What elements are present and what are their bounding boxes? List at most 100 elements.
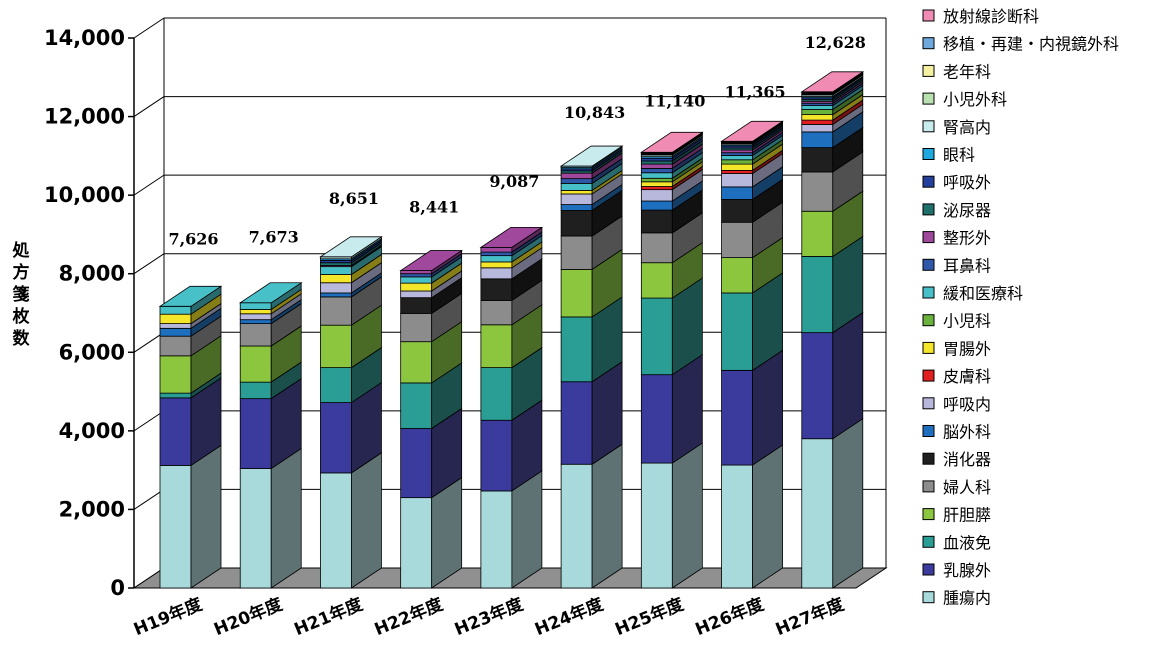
bar-segment-side [833, 419, 863, 588]
bar-segment [160, 324, 191, 329]
y-tick-label: 10,000 [44, 183, 125, 207]
legend-swatch [923, 232, 934, 243]
total-label: 10,843 [564, 103, 625, 122]
bar-segment [401, 383, 432, 429]
legend-label: 胃腸外 [943, 339, 991, 358]
legend-swatch [923, 564, 934, 575]
legend-label: 消化器 [943, 450, 991, 469]
bar-segment [561, 464, 592, 588]
legend-label: 放射線診断科 [943, 7, 1039, 26]
y-axis-label: 数 [13, 328, 31, 349]
bar-segment [722, 293, 753, 370]
bar-segment-side [191, 445, 221, 588]
legend-label: 小児科 [943, 312, 991, 331]
bar-segment [320, 293, 351, 297]
bar-segment-side [512, 471, 542, 588]
total-label: 7,673 [249, 228, 299, 247]
bar-segment [641, 173, 672, 179]
legend-label: 皮膚科 [943, 367, 991, 386]
y-tick-label: 6,000 [59, 340, 125, 364]
legend-label: 血液免 [943, 533, 991, 552]
bar-segment [481, 252, 512, 256]
legend-label: 泌尿器 [943, 201, 991, 220]
bar-segment [802, 148, 833, 172]
bar-segment [481, 300, 512, 324]
bar-segment [320, 325, 351, 367]
legend-label: 緩和医療科 [943, 284, 1023, 303]
x-tick-label: H24年度 [532, 593, 607, 640]
bar-segment [401, 283, 432, 291]
bar-segment [320, 473, 351, 588]
bar-segment [802, 256, 833, 332]
legend-label: 老年科 [943, 62, 991, 81]
legend-label: 小児外科 [943, 90, 1007, 109]
bar-segment [160, 356, 191, 393]
bar-segment [401, 271, 432, 274]
bar-segment [561, 382, 592, 465]
bar-segment [320, 263, 351, 266]
total-label: 11,365 [724, 83, 785, 102]
total-label: 8,651 [329, 189, 379, 208]
gridline-diagonal [134, 411, 164, 431]
bar-segment [641, 182, 672, 187]
bar-segment [481, 256, 512, 262]
bar-segment [802, 333, 833, 439]
y-tick-label: 4,000 [59, 419, 125, 443]
legend-swatch [923, 481, 934, 492]
bar-segment [561, 269, 592, 317]
bar-segment [401, 274, 432, 277]
bar-segment [722, 170, 753, 173]
bar-segment [802, 110, 833, 115]
bar-segment [561, 236, 592, 269]
legend-swatch [923, 287, 934, 298]
bar-segment [641, 201, 672, 210]
bar-segment-side [592, 444, 622, 588]
legend-label: 婦人科 [943, 478, 991, 497]
bar-segment [722, 155, 753, 159]
legend-swatch [923, 592, 934, 603]
bar-segment [481, 368, 512, 421]
bar-segment-side [833, 313, 863, 439]
y-axis-label: 箋 [13, 284, 30, 305]
bar-segment [160, 465, 191, 588]
bar-segment [481, 262, 512, 268]
x-tick-label: H22年度 [371, 593, 446, 640]
bar-segment [802, 172, 833, 211]
legend-swatch [923, 176, 934, 187]
bar-segment [320, 267, 351, 275]
bar-segment [240, 324, 271, 346]
bar-segment [240, 303, 271, 310]
x-tick-label: H23年度 [452, 593, 527, 640]
x-tick-label: H27年度 [772, 593, 847, 640]
legend-swatch [923, 149, 934, 160]
legend-swatch [923, 315, 934, 326]
bar-segment [240, 399, 271, 469]
bar-segment [802, 439, 833, 588]
bar-segment [802, 120, 833, 124]
x-tick-label: H25年度 [612, 593, 687, 640]
bar-segment [320, 368, 351, 403]
legend-swatch [923, 342, 934, 353]
bar-segment [481, 325, 512, 368]
legend-label: 腎高内 [943, 118, 991, 137]
bar-segment [561, 205, 592, 211]
total-label: 11,140 [644, 91, 705, 110]
bar-segment [802, 124, 833, 131]
legend-label: 乳腺外 [943, 561, 991, 580]
legend-swatch [923, 426, 934, 437]
bar-segment [641, 190, 672, 201]
legend-label: 腫瘍内 [943, 589, 991, 608]
bar-segment [561, 173, 592, 179]
bar-segment [722, 465, 753, 588]
bar-segment-side [351, 453, 381, 588]
x-tick-label: H20年度 [211, 593, 286, 640]
bar-segment [641, 463, 672, 588]
bar-segment [320, 283, 351, 293]
total-label: 9,087 [489, 172, 539, 191]
bar-segment [401, 298, 432, 314]
bar-segment [240, 469, 271, 588]
bar-segment [401, 342, 432, 383]
bar-segment [401, 429, 432, 498]
bar-segment [641, 263, 672, 298]
